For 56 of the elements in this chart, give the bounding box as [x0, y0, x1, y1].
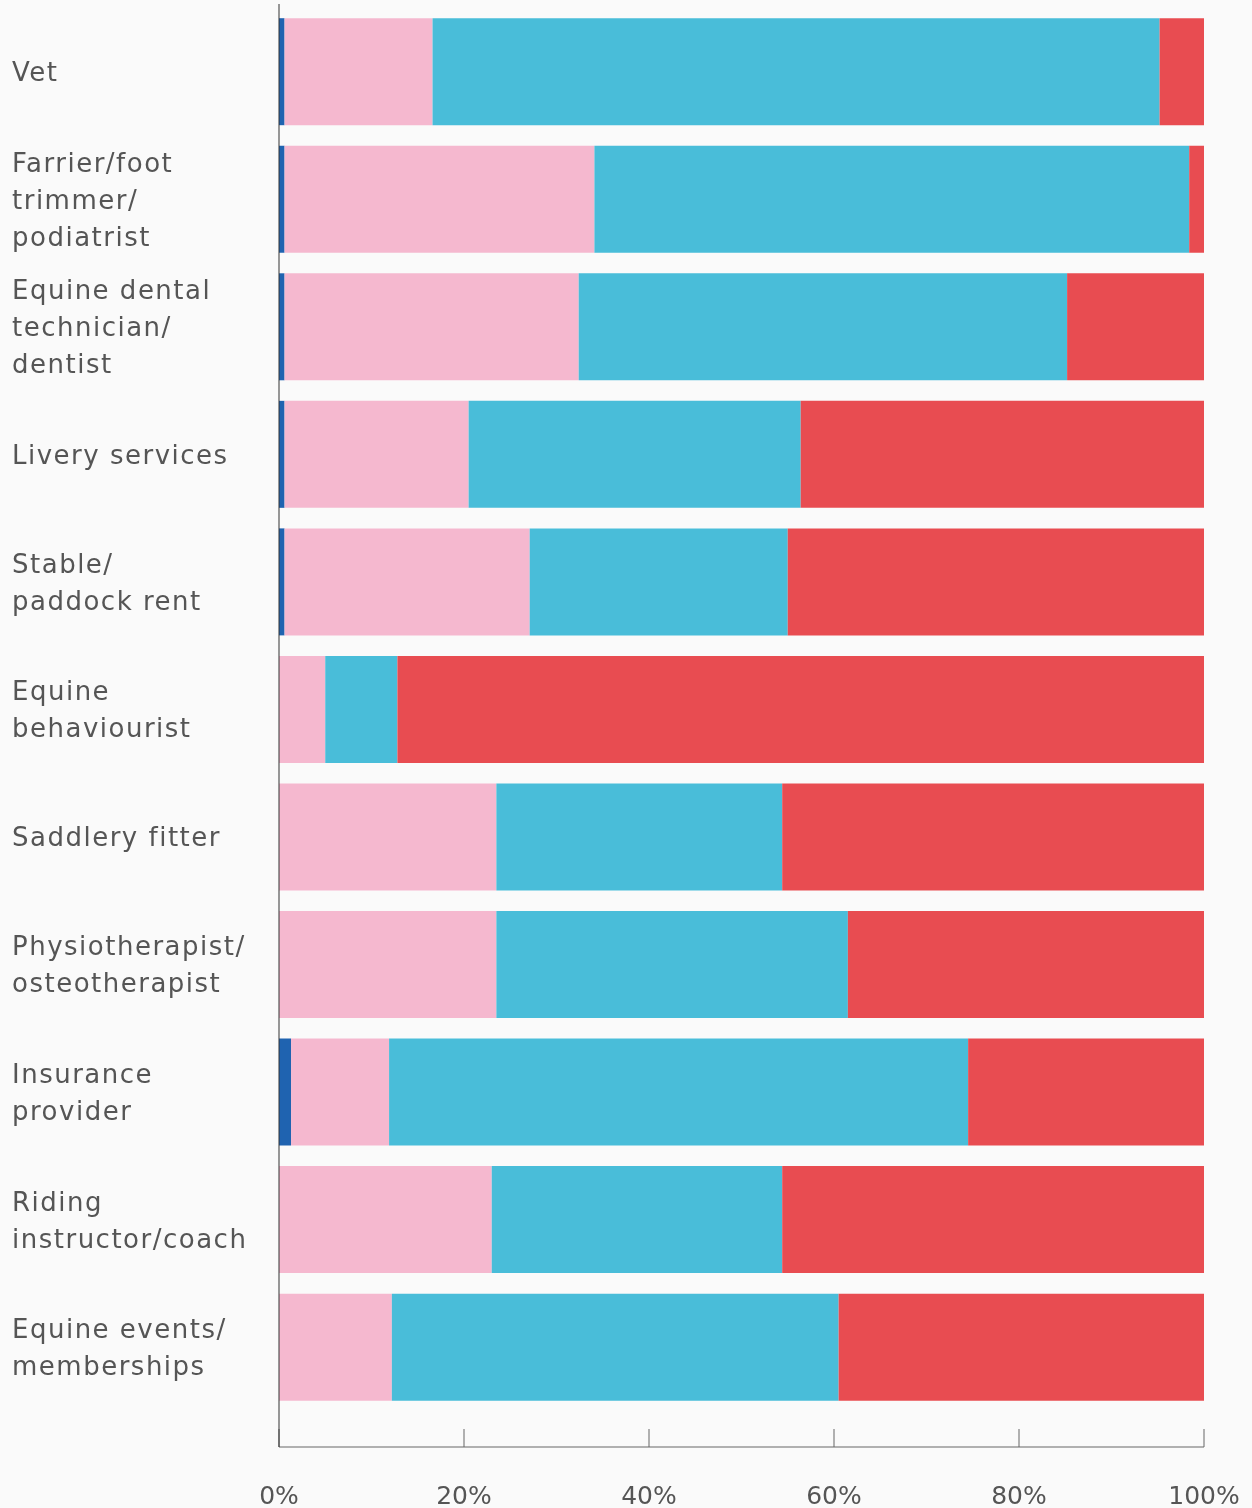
- bar: [279, 911, 497, 1019]
- bar: [284, 18, 433, 126]
- bar: [397, 655, 1204, 763]
- x-tick-label: 60%: [806, 1480, 862, 1508]
- bar: [578, 273, 1068, 381]
- bar: [529, 528, 788, 636]
- bar: [787, 528, 1204, 636]
- bar: [279, 528, 285, 636]
- bar: [468, 400, 801, 508]
- x-tick-label: 0%: [259, 1480, 299, 1508]
- x-tick-label: 20%: [436, 1480, 492, 1508]
- y-tick-label: Equine dental technician/ dentist: [12, 275, 212, 380]
- bar: [279, 655, 326, 763]
- bar: [491, 1166, 783, 1274]
- x-tick-label: 80%: [991, 1480, 1047, 1508]
- y-tick-label: Riding instructor/coach: [12, 1186, 248, 1254]
- bar: [279, 1166, 492, 1274]
- y-tick-label: Vet: [12, 57, 59, 88]
- bar: [782, 1166, 1204, 1274]
- bar: [279, 145, 285, 253]
- y-tick-label: Stable/ paddock rent: [12, 548, 202, 616]
- bar: [432, 18, 1160, 126]
- bar: [391, 1293, 839, 1401]
- bar: [279, 1038, 292, 1146]
- bar: [594, 145, 1190, 253]
- bar: [291, 1038, 390, 1146]
- bar: [496, 783, 783, 891]
- bar: [284, 528, 530, 636]
- bar: [838, 1293, 1204, 1401]
- bar: [325, 655, 398, 763]
- bar: [1189, 145, 1204, 253]
- y-tick-label: Saddlery fitter: [12, 822, 221, 853]
- y-tick-label: Physiotherapist/ osteotherapist: [12, 931, 246, 999]
- y-tick-label: Livery services: [12, 439, 229, 470]
- bar: [279, 783, 497, 891]
- y-tick-label: Insurance provider: [12, 1059, 154, 1126]
- bar: [782, 783, 1204, 891]
- bar: [284, 145, 595, 253]
- bar: [284, 273, 579, 381]
- y-tick-label: Farrier/foot trimmer/ podiatrist: [12, 147, 174, 252]
- y-tick-label: Equine behaviourist: [12, 676, 192, 744]
- bar: [968, 1038, 1204, 1146]
- bar: [496, 911, 848, 1019]
- bar: [279, 400, 285, 508]
- y-tick-label: Equine events/ memberships: [12, 1314, 227, 1382]
- x-tick-label: 40%: [621, 1480, 677, 1508]
- x-tick-label: 100%: [1168, 1480, 1240, 1508]
- bar: [389, 1038, 969, 1146]
- bar: [279, 18, 285, 126]
- bar: [279, 273, 285, 381]
- bar: [800, 400, 1204, 508]
- bar: [1067, 273, 1204, 381]
- bar: [279, 1293, 392, 1401]
- bar: [1159, 18, 1204, 126]
- bar: [284, 400, 469, 508]
- bar: [847, 911, 1204, 1019]
